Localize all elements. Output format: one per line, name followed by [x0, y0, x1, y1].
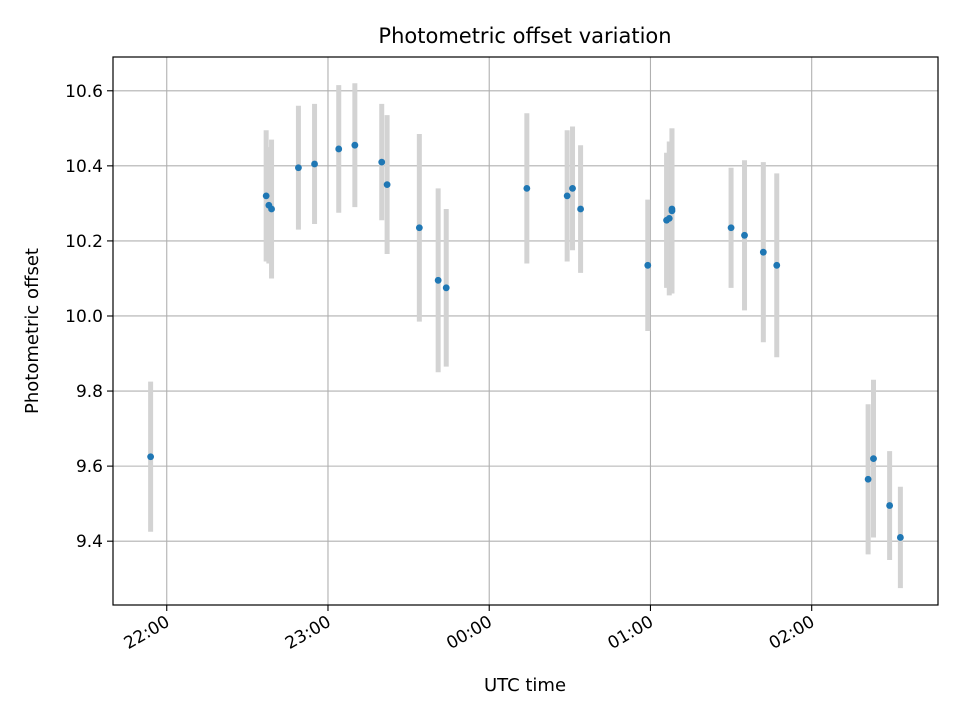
y-tick-label: 10.0	[65, 307, 103, 327]
data-point	[864, 475, 872, 483]
grid-lines	[113, 57, 938, 605]
data-point	[147, 453, 155, 461]
plot-frame	[112, 56, 939, 606]
data-point	[434, 276, 442, 284]
data-point	[311, 160, 318, 168]
data-points	[147, 141, 904, 541]
chart-title: Photometric offset variation	[378, 24, 671, 48]
x-axis-label: UTC time	[484, 675, 566, 696]
data-point	[378, 158, 386, 166]
data-point	[523, 184, 531, 192]
data-point	[644, 261, 652, 269]
y-tick-label: 9.8	[76, 382, 103, 402]
data-point	[351, 141, 359, 149]
y-tick-label: 10.6	[65, 82, 103, 102]
data-point	[773, 261, 781, 269]
data-point	[577, 205, 584, 213]
x-axis-ticks: 22:00 23:00 00:00 01:00 02:00	[121, 605, 818, 654]
y-axis-ticks: 9.4 9.6 9.8 10.0 10.2 10.4 10.6	[65, 82, 113, 552]
y-axis-label: Photometric offset	[22, 248, 43, 414]
data-point	[295, 164, 302, 172]
data-point	[665, 214, 673, 222]
data-point	[335, 145, 343, 153]
y-tick-label: 9.4	[76, 532, 103, 552]
data-point	[870, 455, 877, 463]
y-tick-label: 9.6	[76, 457, 103, 477]
data-point	[741, 231, 748, 239]
data-point	[563, 192, 571, 200]
data-point	[569, 184, 576, 192]
data-point	[262, 192, 270, 200]
data-point	[886, 502, 894, 509]
data-point	[268, 205, 275, 213]
data-point	[442, 284, 450, 292]
data-point	[415, 224, 423, 232]
data-point	[668, 205, 676, 213]
data-point	[759, 248, 767, 256]
data-point	[727, 224, 735, 232]
data-point	[383, 181, 391, 189]
y-tick-label: 10.4	[65, 157, 103, 177]
y-tick-label: 10.2	[65, 232, 103, 252]
data-point	[896, 534, 904, 541]
